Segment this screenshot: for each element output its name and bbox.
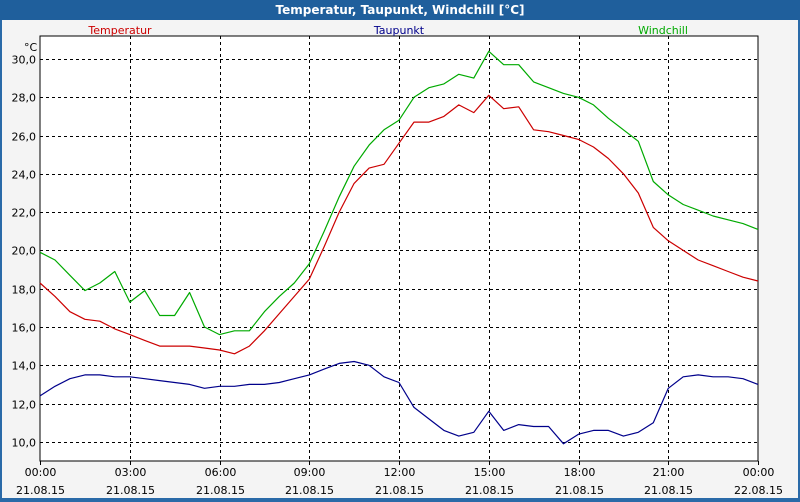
y-tick-label: 12,0 bbox=[12, 399, 37, 412]
x-tick-time-label: 00:00 bbox=[743, 466, 775, 479]
y-tick-label: 26,0 bbox=[12, 131, 37, 144]
series-line-windchill bbox=[39, 50, 759, 336]
x-tick-time-label: 15:00 bbox=[474, 466, 506, 479]
y-tick-label: 14,0 bbox=[12, 360, 37, 373]
x-tick-date-label: 21.08.15 bbox=[16, 484, 65, 497]
y-tick-label: 28,0 bbox=[12, 92, 37, 105]
y-tick-label: 10,0 bbox=[12, 437, 37, 450]
x-tick-date-label: 21.08.15 bbox=[285, 484, 334, 497]
y-tick-label: 30,0 bbox=[12, 54, 37, 67]
x-tick-date-label: 21.08.15 bbox=[555, 484, 604, 497]
x-tick-time-label: 06:00 bbox=[205, 466, 237, 479]
x-tick-time-label: 18:00 bbox=[564, 466, 596, 479]
x-tick-date-label: 21.08.15 bbox=[465, 484, 514, 497]
x-tick-date-label: 22.08.15 bbox=[734, 484, 783, 497]
legend-label-windchill: Windchill bbox=[638, 24, 688, 37]
line-chart: 10,0 12,0 14,0 16,0 18,0 20,0 22,0 24,0 26,0 28,0… bbox=[12, 24, 783, 497]
x-tick-date-label: 21.08.15 bbox=[375, 484, 424, 497]
x-tick-date-label: 21.08.15 bbox=[644, 484, 693, 497]
y-tick-label: 20,0 bbox=[12, 245, 37, 258]
x-tick-date-label: 21.08.15 bbox=[196, 484, 245, 497]
y-tick-label: 18,0 bbox=[12, 284, 37, 297]
x-tick-time-label: 21:00 bbox=[653, 466, 685, 479]
y-tick-label: 24,0 bbox=[12, 169, 37, 182]
x-tick-time-label: 03:00 bbox=[115, 466, 147, 479]
x-tick-time-label: 00:00 bbox=[25, 466, 57, 479]
chart-panel: 10,0 12,0 14,0 16,0 18,0 20,0 22,0 24,0 26,0 28,0… bbox=[2, 20, 798, 498]
legend-label-taupunkt: Taupunkt bbox=[373, 24, 425, 37]
x-tick-date-label: 21.08.15 bbox=[106, 484, 155, 497]
series-line-temperatur bbox=[39, 94, 759, 355]
x-tick-time-label: 12:00 bbox=[384, 466, 416, 479]
chart-title: Temperatur, Taupunkt, Windchill [°C] bbox=[0, 0, 800, 20]
series-line-taupunkt bbox=[39, 360, 759, 445]
y-tick-label: 22,0 bbox=[12, 207, 37, 220]
legend-label-temperatur: Temperatur bbox=[87, 24, 152, 37]
y-tick-label: 16,0 bbox=[12, 322, 37, 335]
x-tick-time-label: 09:00 bbox=[294, 466, 326, 479]
y-axis-label: °C bbox=[24, 41, 38, 54]
